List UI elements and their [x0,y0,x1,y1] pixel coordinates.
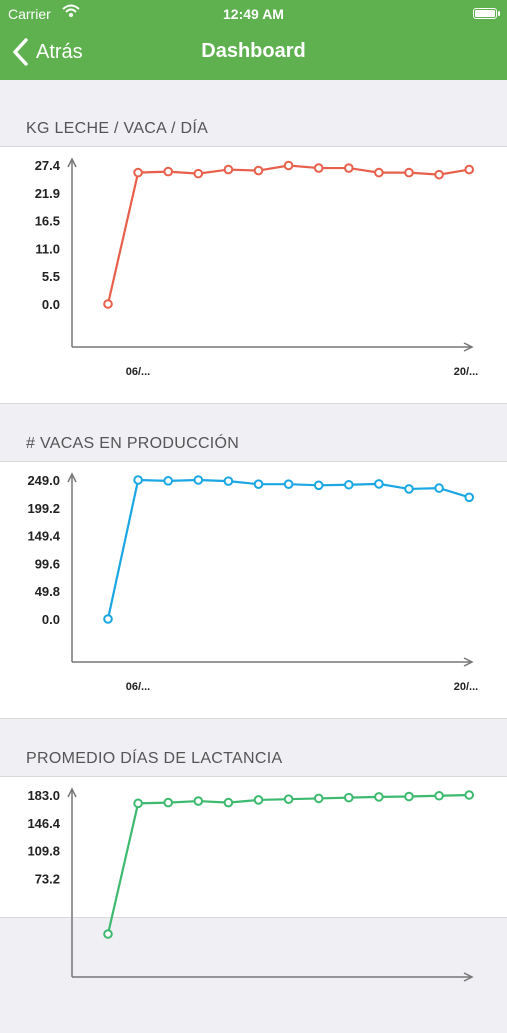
y-tick-label: 27.4 [35,158,61,173]
status-bar: Carrier 12:49 AM [0,4,507,24]
data-point [434,169,444,180]
series-line [106,478,470,620]
back-label: Atrás [36,40,83,63]
data-point [253,795,264,805]
data-point [404,791,414,802]
data-point [253,479,264,489]
data-point [103,929,113,939]
data-point [464,790,475,800]
section-header-kg-leche: KG LECHE / VACA / DÍA [0,80,507,146]
series-line [106,164,470,305]
data-point [193,168,204,179]
battery-icon [473,8,500,19]
section-header-lactancia: PROMEDIO DÍAS DE LACTANCIA [0,718,507,776]
data-point [344,163,354,173]
y-tick-label: 49.8 [35,584,60,599]
data-point [133,475,143,485]
chevron-left-icon [13,38,28,66]
data-point [283,160,294,171]
y-tick-label: 149.4 [27,529,60,544]
data-point [163,166,173,177]
series-line [106,793,470,935]
data-point [253,165,264,176]
data-point [434,790,444,801]
y-axis-arrow [67,472,77,483]
y-tick-label: 199.2 [27,501,60,516]
page-title: Dashboard [201,40,306,62]
y-tick-label: 73.2 [35,871,60,886]
data-point [103,299,113,309]
x-tick-label: 06/... [126,366,150,378]
clock: 12:49 AM [223,6,284,22]
section-header-vacas: # VACAS EN PRODUCCIÓN [0,403,507,461]
section-title: # VACAS EN PRODUCCIÓN [26,435,240,452]
carrier-label: Carrier [8,6,51,22]
data-point [193,475,204,485]
x-tick-label: 06/... [126,681,150,693]
data-point [464,164,475,175]
data-point [163,476,173,486]
y-tick-label: 11.0 [35,241,60,256]
data-point [374,167,384,178]
chart-card-lactancia: 183.0 146.4 109.8 73.2 [0,776,507,982]
navigation-bar: Carrier 12:49 AM Atrás Dashboard [0,0,507,80]
y-axis-arrow [67,787,77,798]
data-point [464,492,475,503]
section-title: KG LECHE / VACA / DÍA [26,120,209,137]
section-title: PROMEDIO DÍAS DE LACTANCIA [26,750,283,767]
data-point [344,792,354,803]
data-point [223,797,234,808]
data-point [344,479,354,490]
x-tick-label: 20/... [454,681,478,693]
chart-card-vacas: 249.0 199.2 149.4 99.6 49.8 0.0 06/... 20/... [0,461,507,719]
y-tick-label: 99.6 [35,556,60,571]
data-point [283,479,294,489]
data-point [223,164,234,175]
data-point [313,163,324,173]
data-point [313,480,324,491]
y-tick-label: 146.4 [27,816,60,831]
y-tick-label: 16.5 [35,214,60,229]
data-point [163,797,173,808]
data-point [283,794,294,804]
battery-level [475,10,495,17]
data-point [404,167,414,178]
y-tick-label: 5.5 [42,269,60,284]
y-tick-label: 109.8 [27,844,60,859]
line-chart-lactancia: 183.0 146.4 109.8 73.2 [27,787,475,982]
data-point [193,796,204,806]
y-axis-arrow [67,157,77,168]
back-button[interactable]: Atrás [10,36,83,68]
data-point [103,614,113,624]
data-point [404,484,414,494]
data-point [374,792,384,802]
data-point [313,793,324,804]
y-tick-label: 183.0 [27,788,60,803]
x-axis-arrow [463,657,474,667]
x-tick-label: 20/... [454,366,478,378]
y-tick-label: 0.0 [42,612,60,627]
y-tick-label: 249.0 [27,473,60,488]
line-chart-vacas: 249.0 199.2 149.4 99.6 49.8 0.0 06/... 20/... [27,472,478,693]
line-chart-kg-leche: 27.4 21.9 16.5 11.0 5.5 0.0 06/... 20/... [35,157,478,378]
y-tick-label: 0.0 [42,297,60,312]
y-tick-label: 21.9 [35,186,60,201]
data-point [223,476,234,486]
data-point [133,167,143,178]
data-point [374,479,384,489]
x-axis-arrow [463,342,474,352]
data-point [434,483,444,493]
data-point [133,798,143,809]
chart-card-kg-leche: 27.4 21.9 16.5 11.0 5.5 0.0 06/... 20/... [0,146,507,404]
wifi-icon [62,4,80,21]
